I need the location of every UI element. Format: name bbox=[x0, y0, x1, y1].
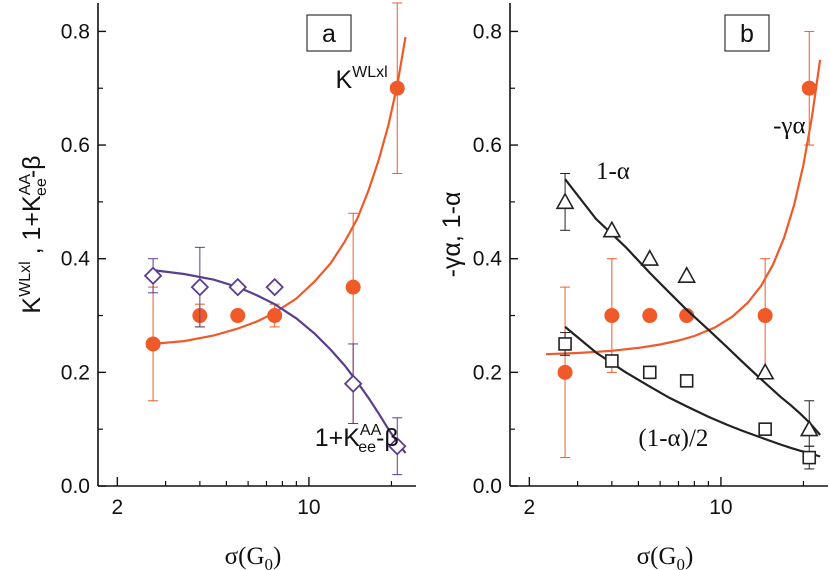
series-label: KWLxl bbox=[335, 64, 387, 94]
y-tick-label: 0.8 bbox=[61, 20, 90, 43]
data-point bbox=[604, 308, 620, 324]
series-2: (1-α)/2 bbox=[558, 326, 821, 470]
data-point bbox=[677, 266, 697, 283]
series-label: -γα bbox=[773, 113, 805, 140]
y-tick-label: 0.6 bbox=[61, 134, 90, 157]
fit-curve bbox=[545, 59, 822, 356]
series-1: 1-α bbox=[555, 158, 821, 447]
series-0: KWLxl bbox=[145, 2, 407, 424]
fit-curve bbox=[564, 326, 821, 458]
y-tick-label: 0.8 bbox=[473, 20, 502, 43]
data-point bbox=[555, 192, 575, 210]
data-point bbox=[758, 422, 772, 436]
data-point bbox=[640, 249, 660, 266]
x-tick-label: 10 bbox=[297, 496, 320, 519]
data-point bbox=[267, 308, 283, 324]
series-1: 1+KAA ee-β bbox=[143, 246, 407, 476]
y-tick-label: 0.4 bbox=[61, 248, 91, 271]
data-point bbox=[228, 277, 248, 297]
series-0: -γα bbox=[545, 30, 822, 459]
data-point bbox=[755, 362, 775, 380]
panel-b-chart: 0.0 0.2 0.4 0.6 0.8 2 10 σ(G0) -γα, 1-α b -γα 1-α (1… bbox=[438, 3, 828, 570]
data-point bbox=[345, 279, 361, 295]
data-point bbox=[605, 354, 619, 368]
panel-label: b bbox=[740, 20, 754, 48]
x-axis-title: σ(G0) bbox=[225, 543, 282, 570]
series-label: 1+KAA ee-β bbox=[315, 422, 399, 456]
data-point bbox=[642, 365, 657, 380]
series-label: 1-α bbox=[596, 158, 630, 185]
data-point bbox=[143, 266, 163, 286]
fit-curve bbox=[564, 178, 821, 436]
panel-label-box bbox=[306, 14, 352, 52]
data-point bbox=[801, 80, 817, 96]
fit-curve bbox=[153, 36, 407, 345]
x-axis-title: σ(G0) bbox=[637, 543, 694, 570]
y-tick-label: 0.2 bbox=[61, 361, 90, 384]
data-point bbox=[387, 436, 407, 456]
panel-label: a bbox=[322, 20, 336, 48]
data-point bbox=[679, 374, 694, 388]
data-point bbox=[799, 419, 819, 437]
panel-label-box bbox=[724, 14, 770, 52]
data-point bbox=[145, 336, 161, 352]
panel-a-chart: 0.0 0.2 0.4 0.6 0.8 2 10 σ(G0) KWLxl , 1+KAAee-β… bbox=[17, 2, 416, 570]
data-point bbox=[265, 277, 284, 297]
fit-curve bbox=[152, 269, 407, 454]
x-tick-label: 2 bbox=[112, 496, 124, 519]
data-point bbox=[802, 450, 817, 465]
data-point bbox=[602, 220, 622, 238]
y-tick-label: 0.0 bbox=[61, 475, 90, 498]
data-point bbox=[389, 80, 405, 96]
y-tick-label: 0.4 bbox=[473, 248, 503, 271]
data-point bbox=[558, 337, 572, 351]
series-label: (1-α)/2 bbox=[638, 425, 708, 452]
y-tick-label: 0.2 bbox=[473, 361, 502, 384]
data-point bbox=[557, 364, 573, 380]
data-point bbox=[230, 308, 246, 324]
data-point bbox=[642, 308, 658, 324]
data-point bbox=[190, 277, 210, 297]
y-tick-label: 0.6 bbox=[473, 134, 502, 157]
y-tick-label: 0.0 bbox=[473, 475, 502, 498]
x-tick-label: 10 bbox=[709, 496, 732, 519]
data-point bbox=[757, 308, 773, 324]
x-tick-label: 2 bbox=[524, 496, 536, 519]
y-axis-title: -γα, 1-α bbox=[438, 192, 466, 278]
data-point bbox=[343, 374, 363, 393]
y-axis-title: KWLxl , 1+KAAee-β bbox=[17, 155, 50, 313]
